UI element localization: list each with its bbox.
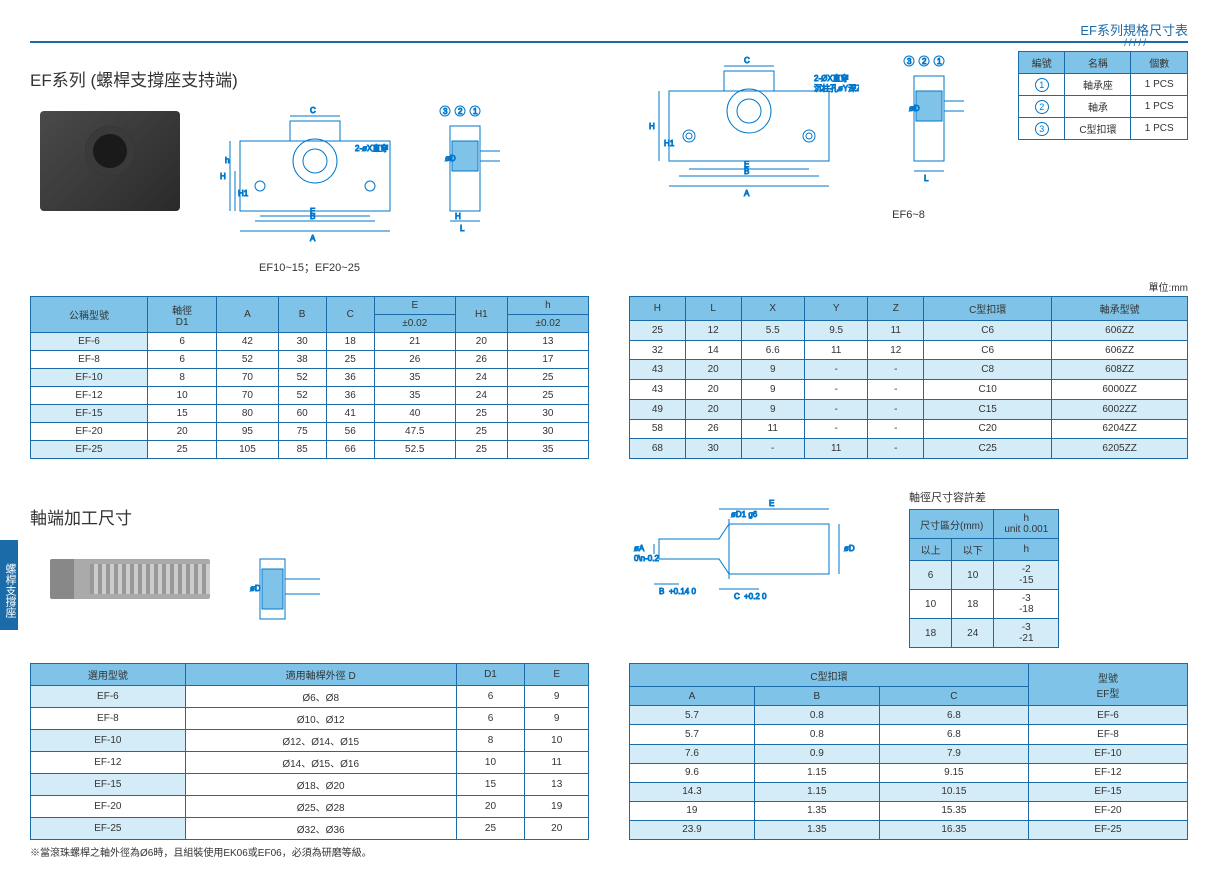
main-table-right: HLXYZC型扣環軸承型號 25125.59.511C6606ZZ32146.6… xyxy=(629,296,1188,459)
table-row: EF-108705236352425 xyxy=(31,369,589,387)
unit-label: 單位:mm xyxy=(30,279,1188,294)
svg-text:1: 1 xyxy=(937,57,942,66)
section1-title: EF系列 (螺桿支撐座支持端) xyxy=(30,66,589,91)
table-row: 610-2 -15 xyxy=(910,561,1059,590)
page-title: EF系列規格尺寸表 xyxy=(1080,23,1188,38)
table-row: EF-1515806041402530 xyxy=(31,405,589,423)
section2-title: 軸端加工尺寸 xyxy=(30,504,589,529)
diagram-front-left: A B C 2-øX直穿 H H1 h E xyxy=(200,101,420,251)
table-row: 6830-11-C256205ZZ xyxy=(630,439,1188,459)
table-row: EF-2525105856652.52535 xyxy=(31,441,589,459)
table-row: 32146.61112C6606ZZ xyxy=(630,340,1188,360)
svg-text:+0.14 0: +0.14 0 xyxy=(669,587,696,596)
table-row: EF-66423018212013 xyxy=(31,333,589,351)
svg-text:C: C xyxy=(734,592,740,601)
table-row: 1824-3 -21 xyxy=(910,619,1059,648)
table-row: EF-20Ø25、Ø282019 xyxy=(31,796,589,818)
table-row: 43209--C8608ZZ xyxy=(630,360,1188,380)
svg-text:0\n-0.2: 0\n-0.2 xyxy=(634,554,659,563)
svg-text:3: 3 xyxy=(907,57,912,66)
table-row: 9.61.159.15EF-12 xyxy=(630,763,1188,782)
table-row: EF-8Ø10、Ø1269 xyxy=(31,708,589,730)
caption-right: EF6~8 xyxy=(629,209,1188,221)
table-row: EF-6Ø6、Ø869 xyxy=(31,686,589,708)
table-row: 7.60.97.9EF-10 xyxy=(630,744,1188,763)
svg-text:H: H xyxy=(649,122,655,131)
diagram-front-right: 2-ØX直穿 沉柱孔øY深Z A B E C H H1 xyxy=(629,51,859,201)
table-row: EF-202095755647.52530 xyxy=(31,423,589,441)
svg-text:E: E xyxy=(769,499,774,508)
svg-text:øD: øD xyxy=(445,154,456,163)
tolerance-table: 尺寸區分(mm) h unit 0.001 以上 以下 h 610-2 -151… xyxy=(909,509,1059,648)
svg-text:H1: H1 xyxy=(238,189,249,198)
table-row: 25125.59.511C6606ZZ xyxy=(630,321,1188,341)
table-row: EF-1210705236352425 xyxy=(31,387,589,405)
svg-text:沉柱孔øY深Z: 沉柱孔øY深Z xyxy=(814,83,859,93)
svg-text:øA: øA xyxy=(634,544,645,553)
parts-th-num: 編號 xyxy=(1019,52,1065,74)
svg-text:H: H xyxy=(455,212,461,221)
diagram-side-right: 3 2 1 øD L xyxy=(899,51,979,201)
svg-text:øD: øD xyxy=(844,544,855,553)
svg-text:L: L xyxy=(460,224,465,233)
parts-th-qty: 個數 xyxy=(1131,52,1188,74)
svg-text:H: H xyxy=(220,172,226,181)
svg-text:A: A xyxy=(744,189,750,198)
svg-text:E: E xyxy=(744,160,749,169)
annot-2ox: 2-øX直穿 xyxy=(355,143,388,153)
svg-text:h: h xyxy=(225,156,229,165)
footnote: ※當滾珠螺桿之軸外徑為Ø6時，且組裝使用EK06或EF06，必須為研磨等級。 xyxy=(30,844,1188,859)
parts-th-name: 名稱 xyxy=(1065,52,1131,74)
tol-title: 軸徑尺寸容許差 xyxy=(909,489,1059,505)
parts-table: 編號 名稱 個數 1軸承座1 PCS 2軸承1 PCS 3C型扣環1 PCS xyxy=(1018,51,1188,140)
bottom-left-table: 選用型號適用軸桿外徑 DD1E EF-6Ø6、Ø869EF-8Ø10、Ø1269… xyxy=(30,663,589,840)
table-row: 49209--C156002ZZ xyxy=(630,399,1188,419)
table-row: EF-25Ø32、Ø362520 xyxy=(31,818,589,840)
table-row: 5.70.86.8EF-8 xyxy=(630,725,1188,744)
side-tab: 螺桿支撐座 xyxy=(0,540,18,630)
svg-text:A: A xyxy=(310,234,316,243)
table-row: 14.31.1510.15EF-15 xyxy=(630,782,1188,801)
main-table-left: 公稱型號 軸徑 D1 A B C E H1 h ±0.02 ±0.02 EF-6… xyxy=(30,296,589,459)
table-row: EF-86523825262617 xyxy=(31,351,589,369)
table-row: 1018-3 -18 xyxy=(910,590,1059,619)
svg-text:øD: øD xyxy=(909,104,920,113)
svg-text:C: C xyxy=(310,106,316,115)
svg-text:H1: H1 xyxy=(664,139,675,148)
table-row: EF-12Ø14、Ø15、Ø161011 xyxy=(31,752,589,774)
caption-left: EF10~15；EF20~25 xyxy=(30,259,589,275)
svg-text:øD: øD xyxy=(250,584,261,593)
product-image xyxy=(40,111,180,211)
table-row: 191.3515.35EF-20 xyxy=(630,801,1188,820)
diagram-shaft-end: øD xyxy=(240,539,360,639)
diagram-side-left: 3 2 1 øD L H xyxy=(430,101,520,251)
svg-text:E: E xyxy=(310,207,315,216)
svg-text:+0.2 0: +0.2 0 xyxy=(744,592,767,601)
svg-text:2: 2 xyxy=(458,107,463,116)
svg-text:1: 1 xyxy=(473,107,478,116)
table-row: 23.91.3516.35EF-25 xyxy=(630,820,1188,839)
table-row: 5.70.86.8EF-6 xyxy=(630,706,1188,725)
bottom-right-table: C型扣環 型號 EF型 A B C 5.70.86.8EF-65.70.86.8… xyxy=(629,663,1188,840)
screw-image xyxy=(50,559,210,599)
svg-text:C: C xyxy=(744,56,750,65)
table-row: EF-15Ø18、Ø201513 xyxy=(31,774,589,796)
table-row: 43209--C106000ZZ xyxy=(630,380,1188,400)
svg-text:øD1 g6: øD1 g6 xyxy=(731,510,758,519)
table-row: EF-10Ø12、Ø14、Ø15810 xyxy=(31,730,589,752)
svg-text:L: L xyxy=(924,174,929,183)
svg-text:2: 2 xyxy=(922,57,927,66)
page-header: EF系列規格尺寸表 xyxy=(30,20,1188,43)
svg-text:3: 3 xyxy=(443,107,448,116)
svg-text:B: B xyxy=(659,587,664,596)
svg-text:2-ØX直穿: 2-ØX直穿 xyxy=(814,73,849,83)
diagram-shaft-dims: E øD1 g6 øA 0\n-0.2 B +0.14 0 C +0.2 0 ø… xyxy=(629,489,889,629)
table-row: 582611--C206204ZZ xyxy=(630,419,1188,439)
